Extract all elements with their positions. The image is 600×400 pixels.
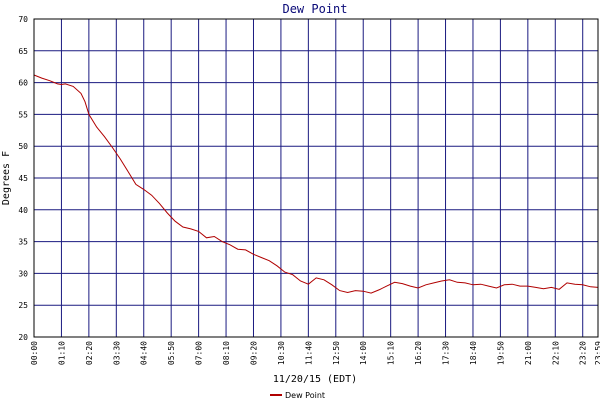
y-tick-label: 35	[18, 238, 28, 247]
legend: Dew Point	[270, 391, 325, 400]
y-axis-ticks: 20 25 30 35 40 45 50 55 60 65 70	[18, 15, 28, 342]
x-tick-label: 23:20	[579, 341, 588, 365]
x-tick-label: 07:00	[195, 341, 204, 365]
x-tick-label: 09:20	[249, 341, 258, 365]
y-tick-label: 60	[18, 79, 28, 88]
y-tick-label: 70	[18, 15, 28, 24]
x-tick-label: 12:50	[332, 341, 341, 365]
y-tick-label: 30	[18, 269, 28, 278]
x-tick-label: 01:10	[57, 341, 66, 365]
legend-label-dew-point: Dew Point	[285, 391, 325, 400]
x-tick-label: 14:00	[359, 341, 368, 365]
x-tick-label: 21:00	[524, 341, 533, 365]
y-tick-label: 55	[18, 110, 28, 119]
y-tick-label: 40	[18, 206, 28, 215]
y-tick-label: 20	[18, 333, 28, 342]
y-tick-label: 25	[18, 301, 28, 310]
x-tick-label: 19:50	[496, 341, 505, 365]
x-tick-label: 16:20	[414, 341, 423, 365]
chart-grid	[33, 18, 599, 338]
x-tick-label: 17:30	[442, 341, 451, 365]
y-tick-label: 50	[18, 142, 28, 151]
x-axis-ticks: 00:00 01:10 02:20 03:30 04:40 05:50 07:00 08:10…	[30, 341, 600, 365]
x-tick-label: 04:40	[140, 341, 149, 365]
x-tick-label: 08:10	[222, 341, 231, 365]
x-axis-label: 11/20/15 (EDT)	[273, 374, 357, 385]
x-tick-label: 05:50	[167, 341, 176, 365]
x-tick-label: 15:10	[387, 341, 396, 365]
y-tick-label: 45	[18, 174, 28, 183]
x-tick-label: 02:20	[85, 341, 94, 365]
x-tick-label: 18:40	[469, 341, 478, 365]
x-tick-label: 10:30	[277, 341, 286, 365]
x-tick-label: 11:40	[304, 341, 313, 365]
y-axis-label: Degrees F	[1, 151, 12, 205]
series-line-dew-point	[33, 74, 599, 294]
x-tick-label: 03:30	[112, 341, 121, 365]
y-tick-label: 65	[18, 47, 28, 56]
chart-title: Dew Point	[282, 2, 347, 16]
plot-frame	[33, 18, 599, 338]
x-tick-label: 22:10	[551, 341, 560, 365]
x-tick-label: 00:00	[30, 341, 39, 365]
x-tick-label: 23:59	[594, 341, 600, 365]
